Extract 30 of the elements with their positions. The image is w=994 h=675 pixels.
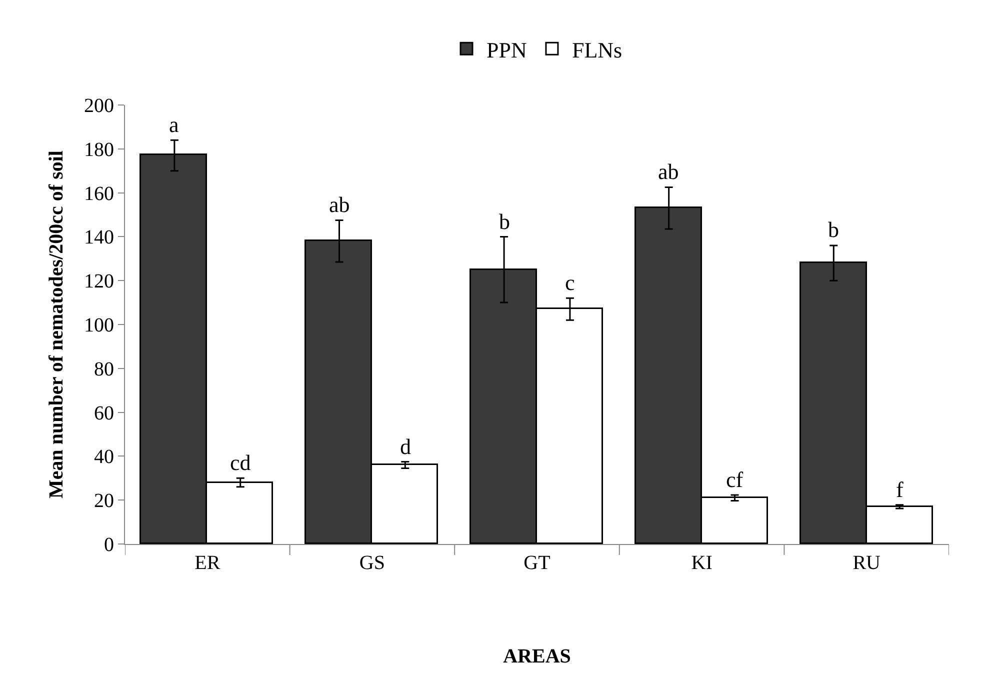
legend-label: PPN — [486, 37, 527, 62]
annotation: ab — [329, 192, 350, 217]
x-tick-label: RU — [852, 552, 882, 574]
y-tick-label: 80 — [94, 358, 114, 380]
x-tick-label: ER — [194, 552, 221, 574]
y-tick-label: 180 — [84, 138, 114, 161]
x-tick-label: KI — [691, 552, 712, 574]
annotation: c — [565, 270, 575, 295]
y-tick-label: 160 — [84, 182, 114, 205]
x-axis-title: AREAS — [503, 646, 571, 668]
y-tick-label: 60 — [94, 402, 114, 424]
y-tick-label: 140 — [84, 226, 114, 249]
x-tick-label: GS — [359, 552, 385, 574]
annotation: cd — [230, 450, 251, 475]
y-tick-label: 200 — [84, 95, 114, 117]
annotation: cf — [726, 467, 744, 492]
annotation: f — [896, 477, 904, 502]
annotation: ab — [658, 159, 679, 184]
y-tick-label: 0 — [104, 534, 114, 556]
y-tick-label: 40 — [94, 446, 114, 468]
y-tick-label: 120 — [84, 270, 114, 293]
annotation: b — [499, 209, 510, 234]
annotation: b — [828, 217, 839, 242]
legend-label: FLNs — [572, 37, 622, 62]
y-axis-title: Mean number of nematodes/200cc of soil — [46, 150, 68, 498]
annotation: d — [400, 434, 411, 459]
x-tick-label: GT — [524, 552, 550, 574]
annotation: a — [169, 112, 179, 137]
y-tick-label: 100 — [84, 314, 114, 336]
y-tick-label: 20 — [94, 490, 114, 512]
